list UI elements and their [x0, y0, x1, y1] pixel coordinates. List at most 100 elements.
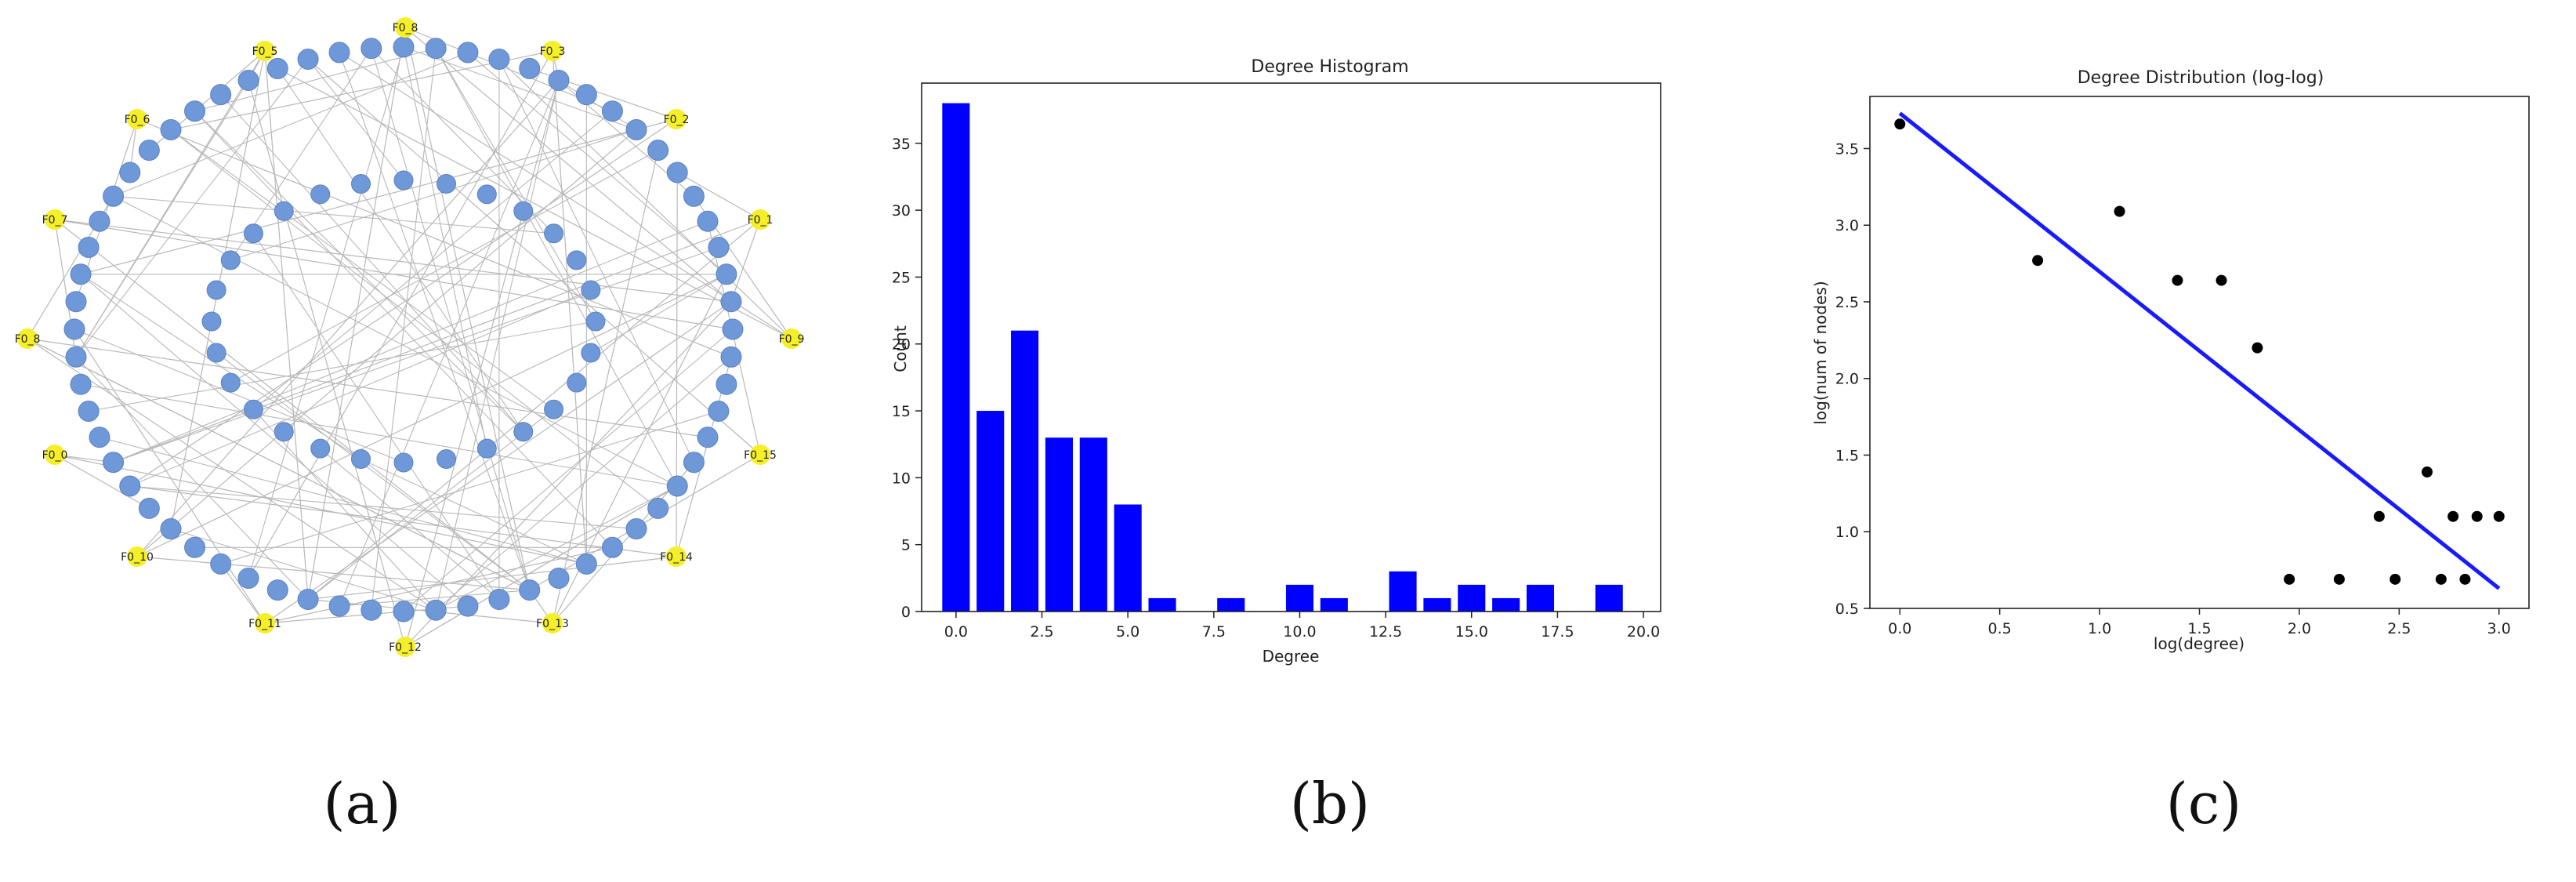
- chemical-node: [457, 595, 479, 617]
- data-point: [2252, 342, 2263, 354]
- feature-node-label: F0_11: [248, 618, 281, 630]
- histogram-y-tick-label: 0: [901, 604, 911, 621]
- chemical-node: [708, 401, 730, 423]
- chemical-node: [683, 185, 705, 207]
- network-edge: [552, 150, 659, 624]
- network-edge: [230, 129, 637, 261]
- chemical-node: [544, 223, 564, 244]
- feature-node-label: F0_5: [252, 45, 278, 58]
- network-edge: [170, 129, 659, 509]
- chemical-node: [78, 401, 100, 423]
- chemical-node: [548, 70, 570, 92]
- data-point: [2216, 274, 2227, 286]
- feature-node-label: F0_1: [748, 214, 774, 227]
- network-edge: [74, 328, 404, 463]
- network-edge: [27, 338, 437, 611]
- network-edge: [277, 68, 524, 433]
- network-edge: [339, 80, 560, 607]
- chemical-node: [274, 201, 294, 221]
- chemical-node: [601, 536, 623, 558]
- histogram-bar: [1079, 437, 1107, 612]
- network-edge: [54, 219, 732, 303]
- chemical-node: [220, 250, 241, 270]
- histogram-bar: [1011, 330, 1039, 612]
- chemical-node: [138, 497, 160, 519]
- chemical-node: [666, 475, 688, 497]
- chemical-node: [601, 100, 623, 122]
- loglog-x-ticks: 0.0 0.5 1.0 1.5 2.0 2.5 3.0: [1888, 608, 2511, 637]
- network-edge: [264, 301, 732, 624]
- network-edge: [308, 556, 677, 601]
- network-edge: [80, 274, 469, 607]
- chemical-node: [70, 263, 92, 285]
- chemical-node: [206, 343, 226, 363]
- loglog-x-tick-label: 2.0: [2288, 620, 2311, 637]
- loglog-y-tick-label: 1.0: [1835, 524, 1859, 541]
- network-edge: [404, 80, 560, 648]
- network-edge: [99, 437, 587, 564]
- loglog-x-tick-label: 3.0: [2487, 620, 2511, 637]
- network-edge: [253, 111, 613, 410]
- histogram-x-tick-label: 20.0: [1627, 623, 1660, 641]
- chemical-node: [697, 210, 719, 232]
- network-edge: [403, 46, 487, 449]
- histogram-y-tick-label: 20: [892, 336, 911, 354]
- chemical-node: [625, 518, 647, 540]
- feature-node: [542, 613, 563, 633]
- chemical-node: [328, 42, 350, 64]
- data-point: [2493, 510, 2505, 522]
- chemical-node: [625, 118, 647, 140]
- data-point: [2032, 255, 2044, 267]
- chemical-node: [350, 448, 371, 469]
- histogram-x-tick-label: 7.5: [1202, 623, 1226, 641]
- chemical-node: [567, 250, 587, 270]
- loglog-x-tick-label: 0.5: [1988, 620, 2012, 637]
- histogram-bar: [1285, 584, 1314, 612]
- chemical-node: [119, 162, 141, 183]
- chemical-node: [716, 263, 737, 285]
- histogram-bar: [976, 411, 1005, 612]
- network-edges: [27, 27, 792, 648]
- loglog-x-tick-label: 2.5: [2387, 620, 2411, 637]
- chemical-node: [393, 601, 415, 622]
- chemical-node: [393, 36, 415, 58]
- feature-node: [666, 109, 687, 129]
- caption-c: (c): [2166, 771, 2242, 837]
- histogram-y-ticks: 0 5 10 15 20 25 30 35: [892, 136, 922, 621]
- chemical-node: [425, 38, 447, 60]
- feature-node: [781, 328, 802, 349]
- network-edge: [307, 408, 554, 600]
- loglog-y-label: log(num of nodes): [1811, 281, 1830, 424]
- network-edge: [730, 219, 761, 302]
- network-edge: [80, 383, 678, 487]
- histogram-x-ticks: 0.0 2.5 5.0 7.5 10.0 12.5 15.0 17.5 20.0: [944, 612, 1660, 641]
- chemical-node: [437, 174, 457, 194]
- loglog-y-tick-label: 3.5: [1835, 140, 1859, 158]
- network-edge: [498, 59, 792, 339]
- chemical-node: [266, 57, 288, 79]
- data-point: [2389, 573, 2401, 585]
- feature-node-label: F0_8: [393, 22, 418, 34]
- chemical-node: [160, 118, 182, 140]
- feature-node-label: F0_15: [744, 449, 777, 462]
- network-edge: [320, 448, 500, 600]
- histogram-bars: [942, 103, 1623, 612]
- loglog-points: [1894, 118, 2505, 585]
- chemical-node: [138, 140, 160, 162]
- loglog-y-tick-label: 1.5: [1835, 447, 1859, 464]
- chemical-node: [567, 372, 587, 393]
- chemical-node: [119, 475, 141, 497]
- network-edge: [307, 27, 406, 600]
- data-point: [1894, 118, 1906, 130]
- network-edge: [54, 454, 150, 509]
- network-edge: [129, 289, 592, 487]
- chemical-node: [70, 373, 92, 395]
- network-edge: [113, 52, 469, 197]
- data-point: [2435, 573, 2447, 585]
- chemical-node: [360, 38, 382, 60]
- network-edge: [129, 485, 677, 557]
- network-edge: [80, 274, 361, 459]
- chemical-node: [666, 162, 688, 183]
- histogram-bar: [1217, 597, 1245, 612]
